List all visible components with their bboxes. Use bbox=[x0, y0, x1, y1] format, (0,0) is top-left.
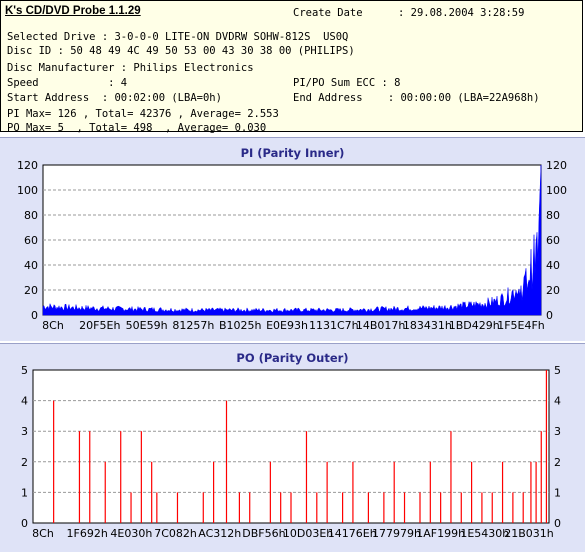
pi-max-summary: PI Max= 126 , Total= 42376 , Average= 2.… bbox=[7, 108, 279, 120]
po-xtick-label: 10D03Eh bbox=[283, 527, 333, 540]
pi-ytick-right: 0 bbox=[546, 309, 553, 322]
po-xtick-label: 8Ch bbox=[32, 527, 54, 540]
po-ytick-left: 5 bbox=[21, 364, 28, 377]
pi-ytick-left: 100 bbox=[17, 184, 38, 197]
po-xtick-label: 1E5430h bbox=[460, 527, 509, 540]
pi-chart-title: PI (Parity Inner) bbox=[240, 146, 345, 160]
pi-chart: 0 0 20 20 40 40 60 60 80 80 100 100 120 120 8Ch 20F5Eh 5… bbox=[17, 159, 567, 332]
po-max-summary: PO Max= 5 , Total= 498 , Average= 0.030 bbox=[7, 122, 267, 134]
pi-ytick-right: 20 bbox=[546, 284, 560, 297]
po-ytick-left: 2 bbox=[21, 456, 28, 469]
po-panel: PO (Parity Outer) 0 0 1 1 2 2 3 3 4 4 5 5 8Ch 1F692h 4… bbox=[0, 343, 585, 552]
pi-panel: PI (Parity Inner) 0 0 20 20 40 40 60 60 80 80 100 1… bbox=[0, 137, 585, 341]
pi-ytick-left: 20 bbox=[24, 284, 38, 297]
pi-ytick-right: 80 bbox=[546, 209, 560, 222]
pi-xtick-label: 8Ch bbox=[42, 319, 64, 332]
po-xtick-label: AC312h bbox=[198, 527, 241, 540]
po-xtick-label: 7C082h bbox=[154, 527, 197, 540]
po-chart-title: PO (Parity Outer) bbox=[236, 351, 349, 365]
pi-ytick-right: 40 bbox=[546, 259, 560, 272]
pi-xtick-label: 1BD429h bbox=[449, 319, 500, 332]
po-xtick-label: 21B031h bbox=[504, 527, 554, 540]
pi-ytick-left: 0 bbox=[31, 309, 38, 322]
pi-ytick-left: 40 bbox=[24, 259, 38, 272]
po-ytick-right: 4 bbox=[554, 395, 561, 408]
po-xtick-label: 177979h bbox=[372, 527, 421, 540]
po-ytick-left: 0 bbox=[21, 517, 28, 530]
pi-ytick-right: 100 bbox=[546, 184, 567, 197]
pi-xtick-label: 14B017h bbox=[356, 319, 406, 332]
pi-ytick-left: 120 bbox=[17, 159, 38, 172]
po-ytick-right: 2 bbox=[554, 456, 561, 469]
disc-id: Disc ID : 50 48 49 4C 49 50 53 00 43 30 … bbox=[7, 45, 355, 57]
create-date-value: : 29.08.2004 3:28:59 bbox=[398, 7, 525, 19]
po-xtick-label: 14176Eh bbox=[328, 527, 377, 540]
pi-series-area bbox=[42, 164, 542, 316]
po-xtick-label: 1F692h bbox=[67, 527, 108, 540]
po-xtick-label: DBF56h bbox=[242, 527, 285, 540]
po-ytick-left: 3 bbox=[21, 425, 28, 438]
po-xtick-label: 1AF199h bbox=[416, 527, 465, 540]
po-ytick-right: 1 bbox=[554, 486, 561, 499]
pi-ytick-left: 80 bbox=[24, 209, 38, 222]
end-address: End Address : 00:00:00 (LBA=22A968h) bbox=[293, 92, 540, 104]
pi-xtick-label: E0E93h bbox=[266, 319, 308, 332]
app-title: K's CD/DVD Probe 1.1.29 bbox=[5, 5, 141, 17]
po-ytick-right: 3 bbox=[554, 425, 561, 438]
pipo-sum-ecc: PI/PO Sum ECC : 8 bbox=[293, 77, 401, 89]
create-date-label: Create Date bbox=[293, 7, 363, 19]
pi-xtick-label: 1F5E4Fh bbox=[497, 319, 545, 332]
pi-xtick-label: 81257h bbox=[172, 319, 214, 332]
po-ytick-right: 5 bbox=[554, 364, 561, 377]
disc-manufacturer: Disc Manufacturer : Philips Electronics bbox=[7, 62, 254, 74]
pi-ytick-right: 120 bbox=[546, 159, 567, 172]
pi-ytick-left: 60 bbox=[24, 234, 38, 247]
po-xtick-label: 4E030h bbox=[110, 527, 152, 540]
speed: Speed : 4 bbox=[7, 77, 128, 89]
selected-drive: Selected Drive : 3-0-0-0 LITE-ON DVDRW S… bbox=[7, 31, 349, 43]
pi-ytick-right: 60 bbox=[546, 234, 560, 247]
pi-plot-area bbox=[42, 164, 542, 316]
po-ytick-right: 0 bbox=[554, 517, 561, 530]
info-panel: K's CD/DVD Probe 1.1.29 Create Date : 29… bbox=[0, 0, 583, 134]
po-ytick-left: 1 bbox=[21, 486, 28, 499]
po-ytick-left: 4 bbox=[21, 395, 28, 408]
start-address: Start Address : 00:02:00 (LBA=0h) bbox=[7, 92, 222, 104]
pi-xtick-label: 1131C7h bbox=[309, 319, 359, 332]
pi-xtick-label: 183431h bbox=[403, 319, 452, 332]
pi-xtick-label: 50E59h bbox=[126, 319, 168, 332]
pi-xtick-label: B1025h bbox=[219, 319, 262, 332]
po-chart: 0 0 1 1 2 2 3 3 4 4 5 5 8Ch 1F692h 4E030h 7C082h AC312h D… bbox=[21, 364, 561, 540]
pi-xtick-label: 20F5Eh bbox=[79, 319, 120, 332]
